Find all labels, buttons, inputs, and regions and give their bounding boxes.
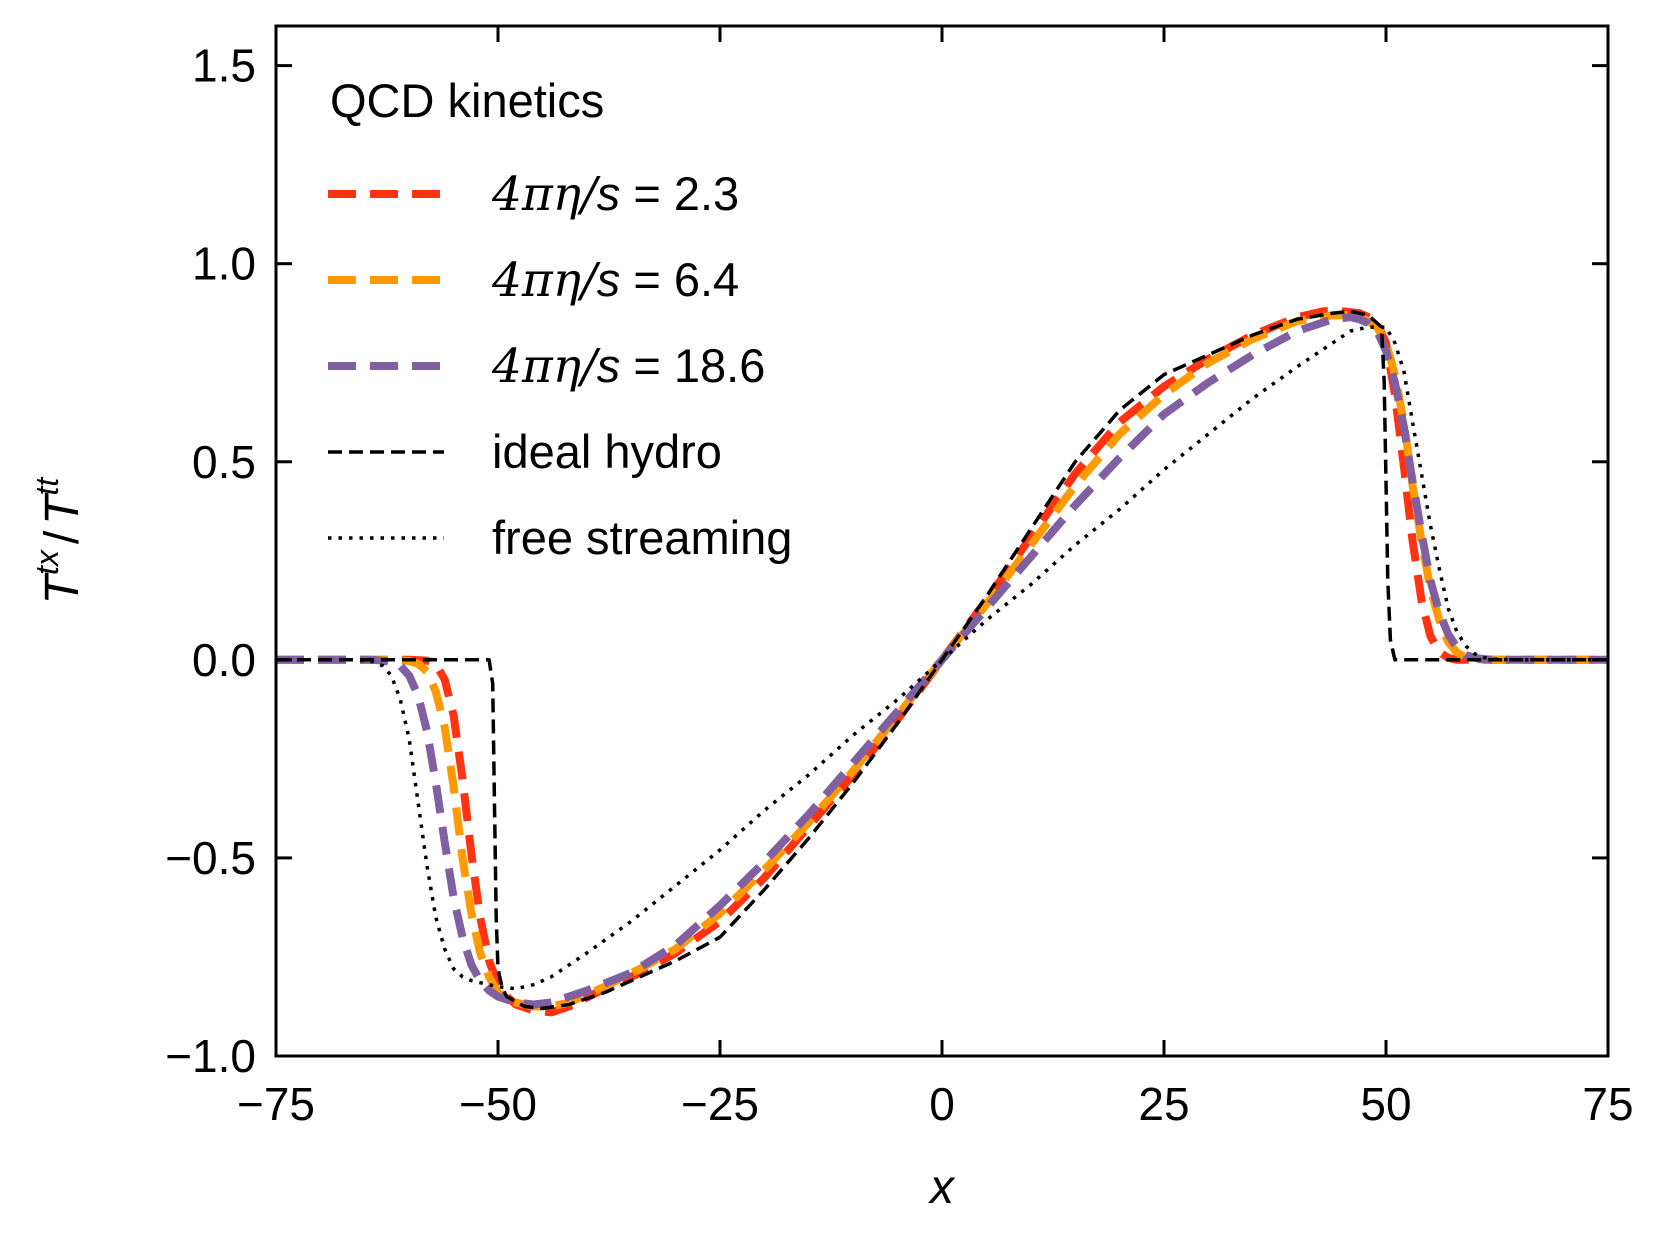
x-tick-label-0: −75 [237,1078,315,1130]
y-tick-label-3: 0.5 [192,436,256,488]
series-line-4 [276,325,1608,991]
series-line-2 [276,313,1608,1009]
x-tick-label-4: 25 [1138,1078,1189,1130]
legend-label-value-2: = 18.6 [620,339,765,392]
legend-label-3: ideal hydro [492,425,722,478]
legend-label-math-1: 4πη/ [491,253,601,308]
x-tick-label-3: 0 [929,1078,955,1130]
series-line-3 [276,309,1608,1011]
legend-label-math-0: 4πη/ [491,167,601,222]
x-axis-title: x [928,1161,956,1214]
y-tick-label-4: 1.0 [192,238,256,290]
y-tick-labels: −1.0 −0.5 0.0 0.5 1.0 1.5 [165,40,256,1082]
legend-title: QCD kinetics [330,74,604,127]
legend-label-var-1: s [597,253,621,306]
x-tick-labels: −75 −50 −25 0 25 50 75 [237,1078,1634,1130]
y-axis-title: Ttx / Ttt [29,477,89,605]
x-tick-label-1: −50 [459,1078,537,1130]
y-tick-label-2: 0.0 [192,634,256,686]
legend-label-value-0: = 2.3 [620,167,739,220]
series-layer [276,307,1608,1017]
y-axis-num: T [36,571,89,604]
legend-label-4: free streaming [492,511,792,564]
legend-label-var-2: s [597,339,621,392]
x-tick-label-6: 75 [1582,1078,1633,1130]
y-tick-label-1: −0.5 [165,832,256,884]
y-axis-sep: / [36,530,89,544]
x-tick-label-2: −25 [681,1078,759,1130]
y-tick-label-0: −1.0 [165,1030,256,1082]
legend-label-math-2: 4πη/ [491,339,601,394]
legend-label-0: 4πη/s = 2.3 [491,167,739,222]
y-axis-den: T [36,492,89,525]
legend-label-1: 4πη/s = 6.4 [491,253,739,308]
y-axis-den-sup: tt [29,477,65,496]
legend-label-2: 4πη/s = 18.6 [491,339,765,394]
y-axis-num-sup: tx [29,549,65,575]
x-tick-label-5: 50 [1360,1078,1411,1130]
legend-label-var-0: s [597,167,621,220]
ticks-layer [274,26,1610,1058]
y-tick-label-5: 1.5 [192,40,256,92]
legend-label-value-1: = 6.4 [620,253,739,306]
series-line-0 [276,307,1608,1017]
